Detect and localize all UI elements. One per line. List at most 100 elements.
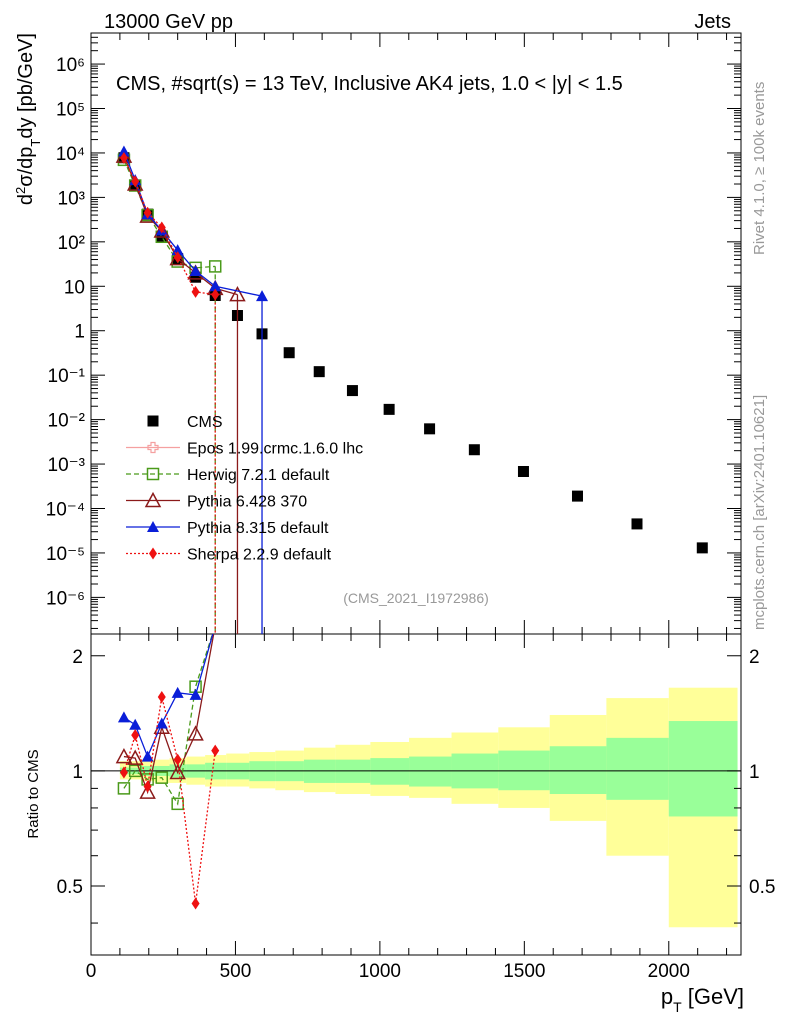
y-tick-label: 10⁻³ <box>48 455 86 476</box>
y-tick-label: 10⁻¹ <box>48 366 86 387</box>
stat-uncertainty-band <box>668 721 738 817</box>
main-plot-border <box>90 32 742 635</box>
y-tick-label: 1 <box>74 322 85 343</box>
sherpa-ratio-point <box>191 897 200 910</box>
herwig-point <box>208 260 222 273</box>
y-tick-label: 10⁻² <box>48 411 86 432</box>
pythia-point <box>153 222 171 238</box>
pythia-point <box>169 249 186 266</box>
sherpa-ratio-point <box>157 691 166 704</box>
epos-legend-marker <box>147 441 159 454</box>
sherpa-point <box>131 175 140 188</box>
legend-label-cms: CMS <box>187 414 223 431</box>
x-axis-label: pT [GeV] <box>661 984 744 1015</box>
sherpa-ratio-point <box>143 780 152 793</box>
cms-point <box>283 347 295 359</box>
cms-point <box>313 366 325 378</box>
sherpa-point <box>157 221 166 234</box>
ratio-plot-frame: 0 500 1000 1500 2000 0.5 0.5 1 1 2 2 <box>57 633 775 982</box>
ratio-plot-border <box>90 633 742 956</box>
sherpa-point <box>211 288 220 301</box>
herwig-ratio-point <box>155 771 169 784</box>
ratio-y-tick-label: 1 <box>749 762 760 783</box>
pythia-point <box>209 280 222 292</box>
ratio-y-tick-label: 1 <box>72 762 83 783</box>
plot-title: CMS, #sqrt(s) = 13 TeV, Inclusive AK4 je… <box>116 73 623 95</box>
herwig-ratio-point <box>117 782 131 795</box>
pythia-line <box>123 155 238 296</box>
x-tick-label: 1000 <box>359 961 401 982</box>
rivet-label: Rivet 4.1.0, ≥ 100k events <box>751 82 768 255</box>
stat-uncertainty-band <box>606 737 669 800</box>
y-tick-label: 10² <box>58 233 85 254</box>
analysis-id: (CMS_2021_I1972986) <box>343 590 489 606</box>
y-tick-label: 10⁵ <box>56 100 85 121</box>
y-tick-label: 10⁻⁵ <box>46 544 85 565</box>
sherpa-ratio-point <box>119 766 128 779</box>
cms-point <box>517 465 529 477</box>
pythia-ratio-series <box>117 634 214 762</box>
legend-label-sherpa: Sherpa 2.2.9 default <box>187 547 332 564</box>
herwig-ratio-series <box>117 634 214 811</box>
pythia-ratio-point <box>129 718 142 730</box>
y-tick-label: 10⁻⁶ <box>46 588 85 609</box>
x-tick-label: 2000 <box>648 961 690 982</box>
pythia-point <box>229 286 246 302</box>
pythia-point <box>189 265 202 277</box>
x-tick-label: 500 <box>220 961 252 982</box>
y-tick-label: 10⁴ <box>56 144 85 165</box>
mcplots-label: mcplots.cern.ch [arXiv:2401.10621] <box>751 395 768 630</box>
pythia-ratio-point <box>117 711 130 723</box>
ratio-y-tick-label: 0.5 <box>57 877 83 898</box>
ratio-y-tick-label: 2 <box>72 647 83 668</box>
cms-point <box>631 518 643 530</box>
y-tick-label: 10³ <box>58 188 85 209</box>
legend-label-pythia: Pythia 8.315 default <box>187 520 329 537</box>
ratio-y-tick-label: 0.5 <box>749 877 775 898</box>
pythia-ratio-point <box>115 747 133 764</box>
pythia-ratio-point <box>187 725 204 741</box>
pythia-ratio-point <box>139 783 156 799</box>
header-left: 13000 GeV pp <box>104 11 233 33</box>
herwig-ratio-line <box>123 634 214 806</box>
sherpa-ratio-point <box>173 753 182 766</box>
cms-point <box>156 230 168 242</box>
ratio-y-label: Ratio to CMS <box>25 749 42 838</box>
legend-label-epos: Epos 1.99.crmc.1.6.0 lhc <box>187 441 363 458</box>
sherpa-ratio-point <box>211 744 220 757</box>
pythia-legend-marker <box>147 521 159 532</box>
stat-uncertainty-band <box>549 746 607 795</box>
pythia-line <box>123 151 263 297</box>
pythia-ratio-point <box>141 750 154 762</box>
pythia-point <box>117 145 130 157</box>
sherpa-line <box>123 157 216 296</box>
cms-point <box>383 403 395 415</box>
x-tick-label: 1500 <box>503 961 545 982</box>
ratio-y-tick-label: 2 <box>749 647 760 668</box>
cms-point <box>424 423 436 435</box>
herwig-ratio-point <box>171 797 184 811</box>
y-tick-label: 10 <box>64 277 85 298</box>
cms-point <box>468 444 480 456</box>
header-right: Jets <box>694 11 731 33</box>
x-tick-label: 0 <box>86 961 97 982</box>
herwig-ratio-point <box>128 764 142 778</box>
cms-point <box>571 490 583 502</box>
main-plot-frame: 10⁻⁶ 10⁻⁵ 10⁻⁴ 10⁻³ 10⁻² 10⁻¹ 1 10 10² 10³ 10⁴ 10⁵ 1… <box>46 32 742 955</box>
main-series <box>115 145 708 634</box>
ratio-series <box>115 634 220 910</box>
sherpa-ratio-point <box>131 729 140 742</box>
legend-label-pythia: Pythia 6.428 370 <box>187 494 307 511</box>
sherpa-ratio-series <box>119 691 220 910</box>
pythia-point <box>256 290 269 302</box>
sherpa-legend-marker <box>149 547 157 560</box>
legend: CMS Epos 1.99.crmc.1.6.0 lhc Herwig 7.2.1 … <box>126 414 363 564</box>
herwig-line <box>123 159 216 269</box>
y-tick-label: 10⁶ <box>56 55 85 76</box>
cms-point <box>346 385 358 397</box>
sherpa-point <box>191 285 200 298</box>
pythia-ratio-point <box>189 688 202 700</box>
pythia-ratio-point <box>155 717 168 729</box>
herwig-legend-marker <box>146 467 160 481</box>
